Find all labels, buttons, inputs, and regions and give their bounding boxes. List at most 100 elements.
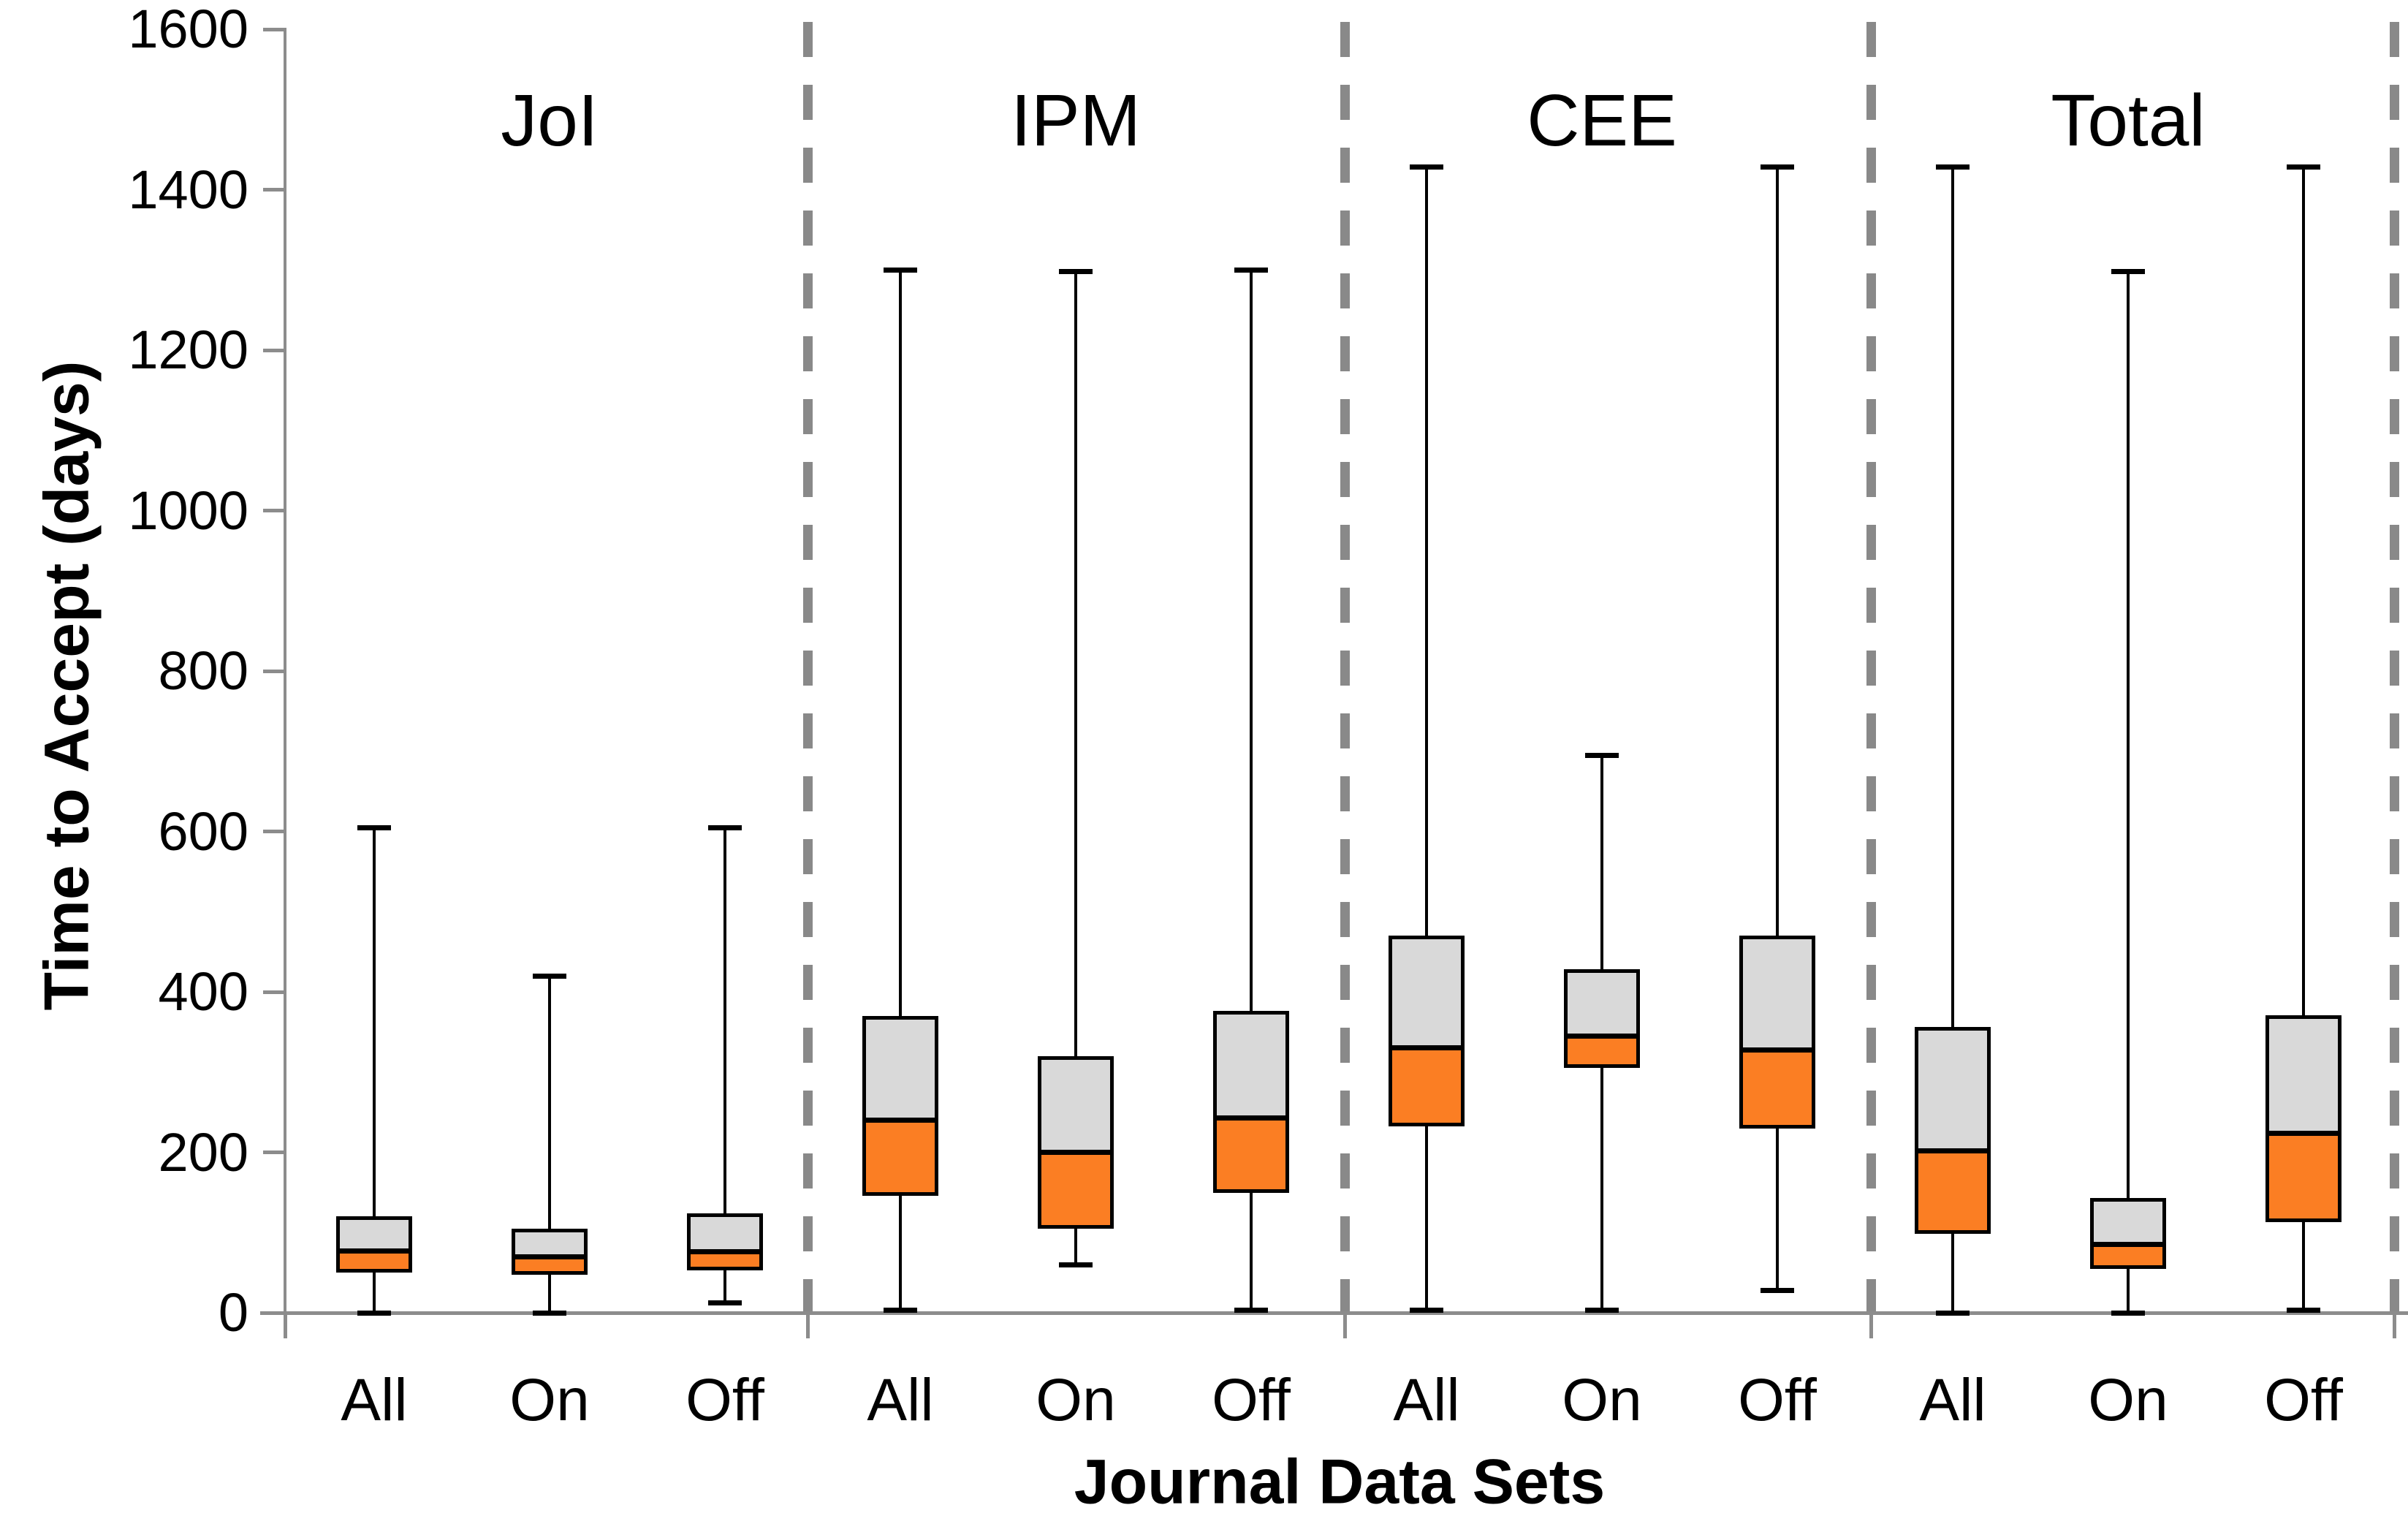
whisker-cap-min	[1410, 1308, 1443, 1313]
box-lower-fill	[1918, 1150, 1987, 1231]
median-line	[1568, 1033, 1636, 1039]
box-iqr	[687, 1213, 763, 1270]
group-divider-line	[2390, 22, 2399, 1311]
y-axis-tick	[263, 669, 285, 673]
y-tick-label: 0	[218, 1282, 248, 1343]
box-lower-fill	[1041, 1152, 1110, 1225]
y-axis-tick	[263, 509, 285, 512]
whisker-cap-min	[1936, 1310, 1970, 1316]
category-label: All	[867, 1367, 934, 1433]
whisker-stem	[899, 270, 902, 1311]
y-tick-label: 1400	[128, 159, 248, 220]
x-axis-tick	[1342, 1315, 1347, 1338]
box-iqr	[1038, 1055, 1114, 1229]
x-axis-tick	[1869, 1315, 1873, 1338]
y-tick-label: 200	[158, 1121, 248, 1183]
category-label: Off	[1212, 1367, 1291, 1433]
group-divider-line	[803, 22, 813, 1311]
category-label: Off	[2264, 1367, 2343, 1433]
whisker-cap-max	[1585, 752, 1619, 758]
box-upper-fill	[515, 1232, 584, 1257]
box-upper-fill	[340, 1220, 409, 1251]
whisker-stem	[1776, 167, 1779, 1291]
category-label: On	[1562, 1367, 1642, 1433]
median-line	[2269, 1130, 2338, 1136]
whisker-cap-max	[1761, 164, 1794, 170]
box-iqr	[1915, 1027, 1991, 1235]
y-axis-tick	[263, 348, 285, 352]
box-lower-fill	[1568, 1036, 1636, 1065]
box-upper-fill	[1217, 1015, 1285, 1118]
y-axis-tick	[263, 1150, 285, 1154]
median-line	[1743, 1047, 1812, 1053]
whisker-cap-max	[1234, 267, 1268, 273]
median-line	[2094, 1242, 2162, 1248]
box-iqr	[336, 1216, 412, 1273]
y-tick-label: 1600	[128, 0, 248, 59]
y-axis-tick	[263, 830, 285, 833]
whisker-stem	[2302, 167, 2305, 1311]
x-axis-line	[260, 1311, 2408, 1315]
group-divider-line	[1866, 22, 1876, 1311]
whisker-cap-max	[1059, 268, 1093, 274]
box-lower-fill	[2269, 1133, 2338, 1218]
category-label: On	[509, 1367, 590, 1433]
box-upper-fill	[1918, 1031, 1987, 1151]
category-label: Off	[685, 1367, 764, 1433]
whisker-cap-max	[708, 824, 742, 830]
y-tick-label: 400	[158, 961, 248, 1022]
box-upper-fill	[866, 1019, 935, 1121]
x-axis-tick	[2392, 1315, 2396, 1338]
whisker-cap-min	[357, 1310, 391, 1316]
box-lower-fill	[340, 1251, 409, 1270]
box-upper-fill	[1743, 939, 1812, 1050]
box-upper-fill	[691, 1216, 759, 1252]
y-tick-label: 600	[158, 800, 248, 862]
box-lower-fill	[1743, 1050, 1812, 1125]
whisker-cap-min	[884, 1308, 917, 1313]
median-line	[866, 1118, 935, 1123]
median-line	[340, 1248, 409, 1254]
y-axis-tick	[263, 188, 285, 192]
whisker-cap-min	[1234, 1308, 1268, 1313]
box-upper-fill	[2269, 1018, 2338, 1134]
category-label: All	[341, 1367, 408, 1433]
group-label: Total	[2051, 80, 2206, 162]
whisker-cap-min	[1761, 1287, 1794, 1293]
y-tick-label: 1000	[128, 479, 248, 541]
whisker-cap-min	[2111, 1310, 2145, 1316]
whisker-cap-min	[1059, 1262, 1093, 1267]
box-lower-fill	[691, 1251, 759, 1267]
box-iqr	[1213, 1011, 1289, 1194]
whisker-cap-max	[533, 973, 566, 979]
whisker-cap-min	[708, 1300, 742, 1306]
box-iqr	[2265, 1015, 2341, 1222]
box-upper-fill	[2094, 1202, 2162, 1245]
median-line	[1918, 1148, 1987, 1153]
y-tick-label: 1200	[128, 319, 248, 380]
whisker-cap-max	[2287, 164, 2320, 170]
x-axis-tick	[805, 1315, 810, 1338]
box-lower-fill	[2094, 1244, 2162, 1265]
category-label: All	[1393, 1367, 1460, 1433]
category-label: All	[1919, 1367, 1986, 1433]
box-upper-fill	[1041, 1059, 1110, 1153]
category-label: On	[1036, 1367, 1116, 1433]
y-axis-tick	[263, 1311, 285, 1315]
box-lower-fill	[866, 1120, 935, 1192]
category-label: On	[2088, 1367, 2168, 1433]
box-iqr	[2090, 1198, 2166, 1269]
whisker-stem	[2127, 271, 2130, 1313]
whisker-stem	[1250, 270, 1253, 1311]
whisker-cap-max	[884, 267, 917, 273]
median-line	[1217, 1115, 1285, 1121]
whisker-cap-min	[1585, 1308, 1619, 1313]
box-lower-fill	[515, 1256, 584, 1272]
box-lower-fill	[1392, 1047, 1461, 1123]
x-axis-title: Journal Data Sets	[1074, 1447, 1606, 1517]
box-upper-fill	[1568, 973, 1636, 1036]
whisker-stem	[373, 827, 376, 1313]
whisker-cap-max	[2111, 268, 2145, 274]
whisker-cap-max	[1936, 164, 1970, 170]
whisker-stem	[1425, 167, 1428, 1311]
